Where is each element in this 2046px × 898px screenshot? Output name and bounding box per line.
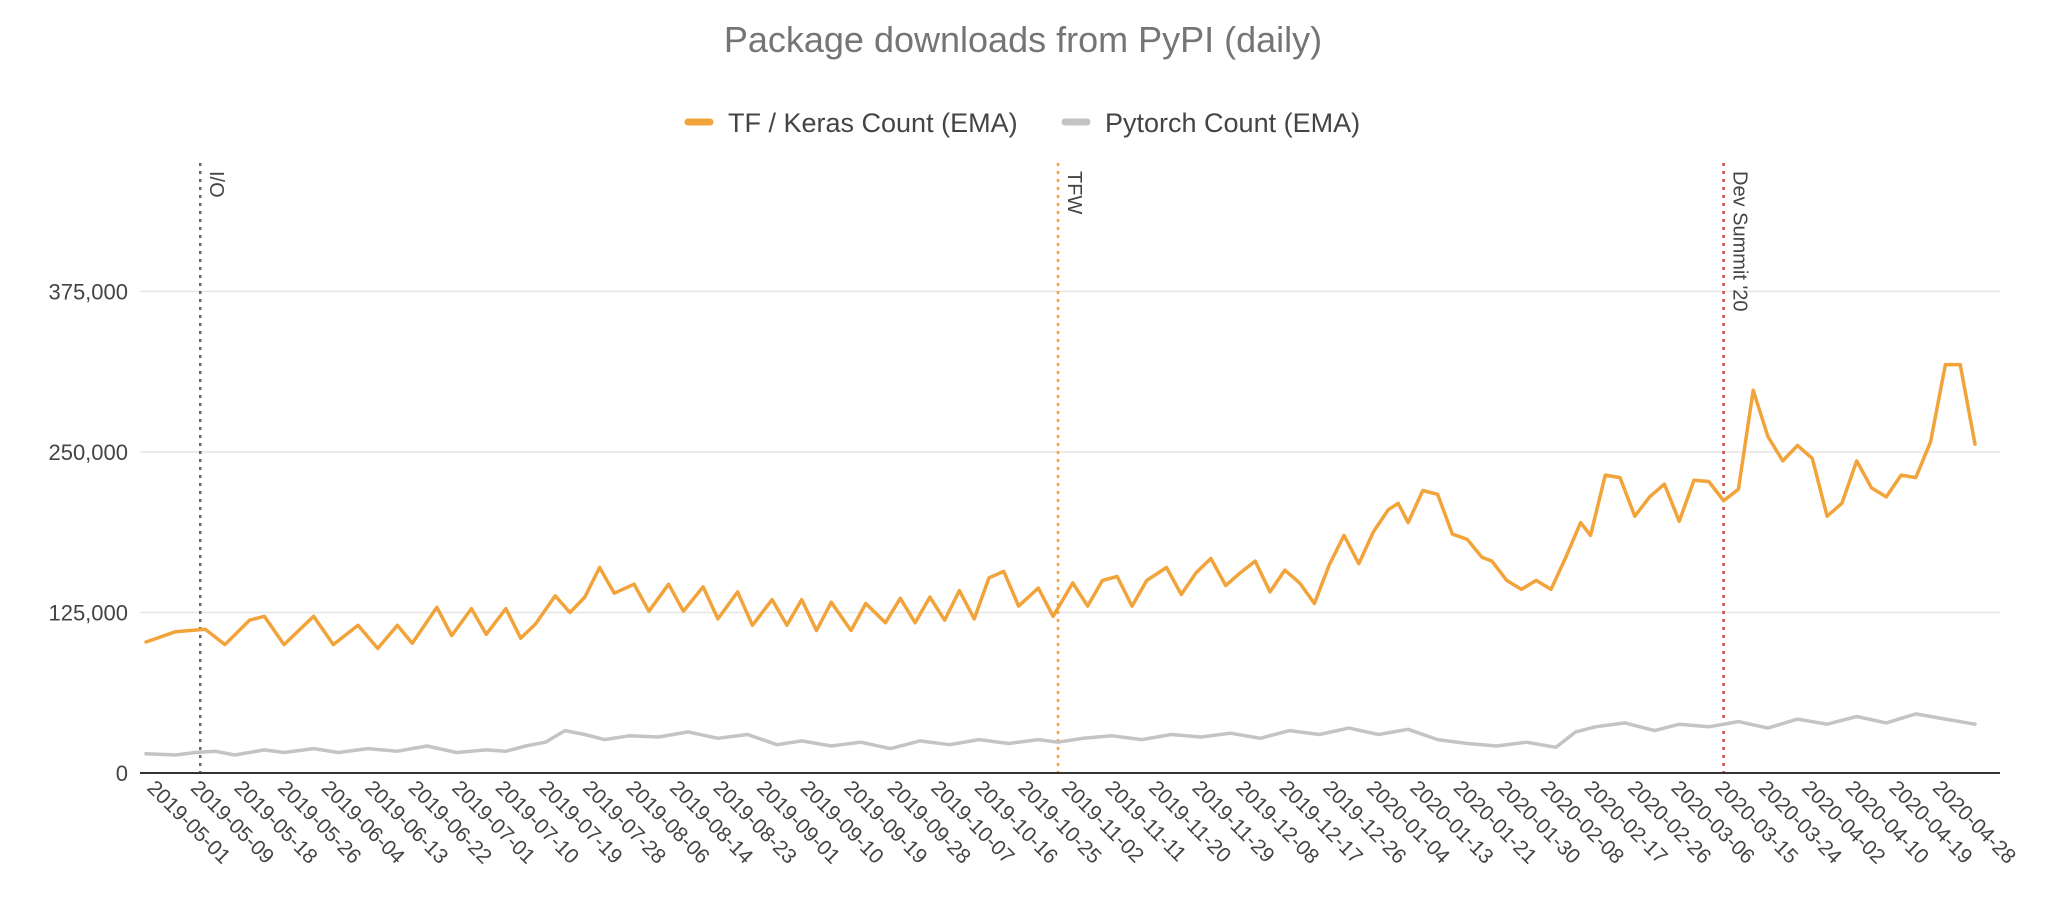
legend-label-tf-keras: TF / Keras Count (EMA) xyxy=(728,108,1018,138)
y-axis-ticks: 0 125,000 250,000 375,000 xyxy=(48,279,128,786)
legend-item-tf-keras[interactable]: TF / Keras Count (EMA) xyxy=(684,108,1018,138)
annotations: I/O TFW Dev Summit '20 xyxy=(198,163,1751,773)
series-line-tf-keras-count-ema xyxy=(144,362,1977,651)
series xyxy=(144,362,1977,757)
annotation-label-i-o: I/O xyxy=(205,171,227,198)
gridlines xyxy=(140,290,2000,614)
x-axis-ticks: 2019-05-012019-05-092019-05-182019-05-26… xyxy=(142,776,2020,868)
annotation-label-dev-summit-20: Dev Summit '20 xyxy=(1729,171,1751,312)
series-line-pytorch-count-ema xyxy=(144,712,1977,757)
annotation-label-tfw: TFW xyxy=(1063,171,1085,214)
legend-item-pytorch[interactable]: Pytorch Count (EMA) xyxy=(1061,108,1360,138)
y-tick-label: 125,000 xyxy=(48,600,128,625)
chart-title: Package downloads from PyPI (daily) xyxy=(724,19,1322,60)
y-tick-label: 0 xyxy=(116,761,128,786)
legend-label-pytorch: Pytorch Count (EMA) xyxy=(1105,108,1360,138)
y-tick-label: 375,000 xyxy=(48,279,128,304)
legend: TF / Keras Count (EMA) Pytorch Count (EM… xyxy=(684,108,1360,138)
y-tick-label: 250,000 xyxy=(48,440,128,465)
